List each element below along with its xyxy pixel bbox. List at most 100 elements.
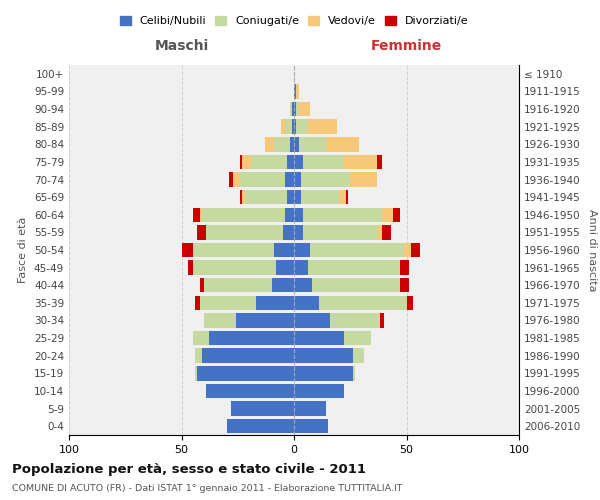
Bar <box>294 348 353 363</box>
Text: Maschi: Maschi <box>154 38 209 52</box>
Bar <box>209 331 294 345</box>
Y-axis label: Anni di nascita: Anni di nascita <box>587 209 597 291</box>
Bar <box>339 190 346 204</box>
Bar <box>240 154 242 169</box>
Bar <box>287 154 294 169</box>
Bar <box>377 225 382 240</box>
Bar <box>197 225 206 240</box>
Bar <box>382 208 393 222</box>
Bar <box>283 225 294 240</box>
Bar <box>231 402 294 416</box>
Bar <box>294 419 328 434</box>
Bar <box>294 402 325 416</box>
Bar <box>235 314 294 328</box>
Legend: Celibi/Nubili, Coniugati/e, Vedovi/e, Divorziati/e: Celibi/Nubili, Coniugati/e, Vedovi/e, Di… <box>115 12 473 30</box>
Bar <box>294 154 303 169</box>
Bar <box>312 278 400 292</box>
Bar <box>202 348 294 363</box>
Bar <box>294 314 330 328</box>
Bar <box>294 84 296 98</box>
Bar <box>285 120 292 134</box>
Bar <box>294 260 308 275</box>
Bar <box>343 154 377 169</box>
Bar <box>265 137 274 152</box>
Bar <box>276 260 294 275</box>
Bar <box>256 296 294 310</box>
Y-axis label: Fasce di età: Fasce di età <box>19 217 28 283</box>
Bar <box>204 278 271 292</box>
Bar <box>303 208 382 222</box>
Bar <box>287 190 294 204</box>
Bar <box>199 278 204 292</box>
Bar <box>242 190 245 204</box>
Bar <box>325 137 359 152</box>
Bar <box>242 154 251 169</box>
Bar <box>400 260 409 275</box>
Bar <box>251 154 287 169</box>
Bar <box>343 331 371 345</box>
Text: Femmine: Femmine <box>371 38 442 52</box>
Bar <box>404 243 411 257</box>
Bar <box>195 348 202 363</box>
Bar <box>233 172 240 186</box>
Bar <box>193 260 276 275</box>
Bar <box>290 137 294 152</box>
Bar <box>193 243 274 257</box>
Bar <box>296 120 308 134</box>
Bar <box>182 243 193 257</box>
Bar <box>199 296 256 310</box>
Bar <box>353 366 355 380</box>
Bar <box>292 120 294 134</box>
Bar <box>229 172 233 186</box>
Bar <box>274 243 294 257</box>
Bar <box>285 172 294 186</box>
Bar <box>285 208 294 222</box>
Bar <box>382 225 391 240</box>
Bar <box>199 208 202 222</box>
Bar <box>294 278 312 292</box>
Bar <box>240 172 285 186</box>
Bar <box>206 384 294 398</box>
Bar <box>274 137 290 152</box>
Bar <box>353 348 364 363</box>
Bar <box>303 225 377 240</box>
Bar <box>193 208 199 222</box>
Bar <box>195 366 197 380</box>
Bar <box>296 102 299 117</box>
Bar <box>240 190 242 204</box>
Bar <box>294 208 303 222</box>
Bar <box>292 102 294 117</box>
Bar <box>294 102 296 117</box>
Bar <box>294 296 319 310</box>
Bar <box>271 278 294 292</box>
Bar <box>411 243 420 257</box>
Text: Popolazione per età, sesso e stato civile - 2011: Popolazione per età, sesso e stato civil… <box>12 462 366 475</box>
Bar <box>206 225 283 240</box>
Bar <box>299 102 310 117</box>
Bar <box>294 225 303 240</box>
Bar <box>310 243 404 257</box>
Bar <box>204 314 235 328</box>
Bar <box>294 190 301 204</box>
Text: COMUNE DI ACUTO (FR) - Dati ISTAT 1° gennaio 2011 - Elaborazione TUTTITALIA.IT: COMUNE DI ACUTO (FR) - Dati ISTAT 1° gen… <box>12 484 403 493</box>
Bar <box>308 120 337 134</box>
Bar <box>299 137 325 152</box>
Bar <box>350 172 377 186</box>
Bar <box>301 190 339 204</box>
Bar <box>294 331 343 345</box>
Bar <box>319 296 407 310</box>
Bar <box>294 243 310 257</box>
Bar <box>294 137 299 152</box>
Bar <box>290 102 292 117</box>
Bar <box>377 154 382 169</box>
Bar <box>281 120 285 134</box>
Bar <box>294 384 343 398</box>
Bar <box>245 190 287 204</box>
Bar <box>393 208 400 222</box>
Bar <box>227 419 294 434</box>
Bar <box>407 296 413 310</box>
Bar <box>193 331 209 345</box>
Bar <box>400 278 409 292</box>
Bar <box>294 172 301 186</box>
Bar <box>294 366 353 380</box>
